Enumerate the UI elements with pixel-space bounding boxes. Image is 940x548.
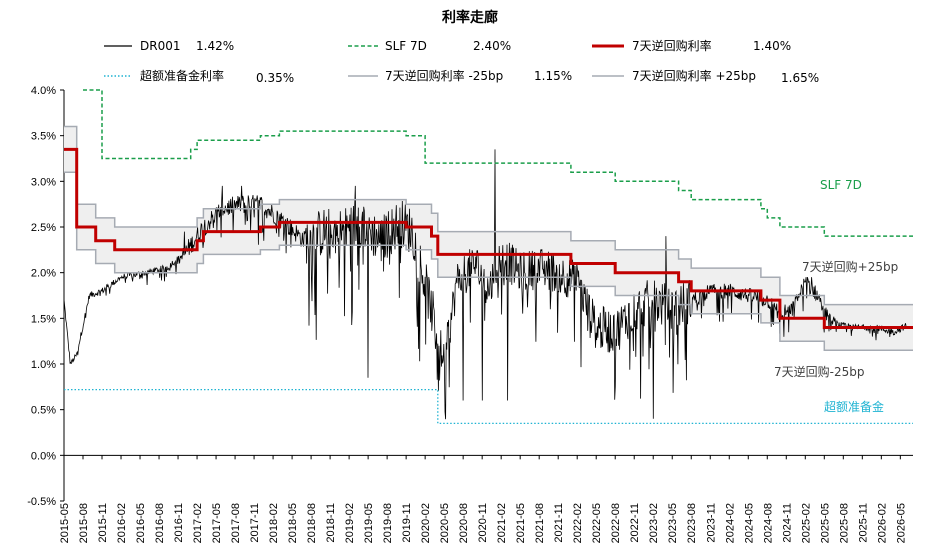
legend-value-slf: 2.40% — [473, 39, 511, 53]
series-excess-reserve — [64, 388, 913, 425]
annotation-minus25: 7天逆回购-25bp — [774, 364, 864, 379]
x-tick-label: 2020-11 — [477, 503, 489, 543]
x-tick-label: 2022-11 — [629, 503, 641, 543]
x-tick-label: 2020-02 — [420, 503, 432, 543]
series-reverse-repo — [64, 147, 913, 329]
x-tick-label: 2022-05 — [591, 503, 603, 543]
plot-area — [63, 89, 913, 425]
y-tick-label: 3.5% — [31, 131, 56, 143]
x-tick-label: 2026-05 — [895, 503, 907, 543]
x-tick-label: 2024-08 — [762, 503, 774, 543]
x-tick-label: 2017-11 — [249, 503, 261, 543]
legend-value-plus25: 1.65% — [781, 71, 819, 85]
x-tick-label: 2025-02 — [800, 503, 812, 543]
x-tick-label: 2020-08 — [458, 503, 470, 543]
x-tick-label: 2021-08 — [534, 503, 546, 543]
series-slf-7d — [83, 89, 913, 237]
x-tick-label: 2021-05 — [515, 503, 527, 543]
annotations: SLF 7D 7天逆回购+25bp 7天逆回购-25bp 超额准备金 — [774, 178, 898, 414]
x-tick-label: 2018-08 — [306, 503, 318, 543]
legend-item-slf: SLF 7D 2.40% — [348, 39, 511, 53]
legend-label-plus25: 7天逆回购利率 +25bp — [632, 68, 756, 83]
legend-item-plus25: 7天逆回购利率 +25bp 1.65% — [592, 68, 819, 85]
legend-item-excess-reserve: 超额准备金利率 0.35% — [104, 68, 294, 85]
x-tick-label: 2023-02 — [648, 503, 660, 543]
legend-label-dr001: DR001 — [140, 39, 180, 53]
x-tick-label: 2015-11 — [97, 503, 109, 543]
x-tick-label: 2017-08 — [230, 503, 242, 543]
y-tick-label: 0.0% — [31, 450, 56, 462]
legend-item-dr001: DR001 1.42% — [104, 39, 234, 53]
series-reverse-repo-plus25 — [64, 125, 913, 306]
x-tick-label: 2016-08 — [154, 503, 166, 543]
x-tick-label: 2019-05 — [363, 503, 375, 543]
x-tick-label: 2017-02 — [192, 503, 204, 543]
x-tick-label: 2023-11 — [705, 503, 717, 543]
x-tick-label: 2019-08 — [382, 503, 394, 543]
x-tick-label: 2025-08 — [838, 503, 850, 543]
x-tick-label: 2022-08 — [610, 503, 622, 543]
legend: DR001 1.42% SLF 7D 2.40% 7天逆回购利率 1.40% 超… — [104, 38, 819, 85]
x-tick-label: 2025-05 — [819, 503, 831, 543]
y-tick-label: -0.5% — [27, 496, 56, 508]
legend-value-minus25: 1.15% — [534, 69, 572, 83]
y-tick-label: 0.5% — [31, 405, 56, 417]
legend-label-excess-reserve: 超额准备金利率 — [140, 68, 224, 83]
y-tick-label: 2.0% — [31, 268, 56, 280]
y-tick-label: 2.5% — [31, 222, 56, 234]
x-tick-label: 2025-11 — [857, 503, 869, 543]
x-tick-label: 2023-08 — [686, 503, 698, 543]
x-tick-label: 2024-11 — [781, 503, 793, 543]
series-reverse-repo-minus25 — [64, 171, 913, 352]
legend-value-reverse-repo: 1.40% — [753, 39, 791, 53]
legend-label-slf: SLF 7D — [385, 39, 427, 53]
x-tick-label: 2019-11 — [401, 503, 413, 543]
x-tick-label: 2018-02 — [268, 503, 280, 543]
annotation-slf: SLF 7D — [820, 178, 862, 192]
x-tick-label: 2016-05 — [135, 503, 147, 543]
x-tick-label: 2023-05 — [667, 503, 679, 543]
y-axis: -0.5% 0.0% 0.5% 1.0% 1.5% 2.0% 2.5% 3.0% 3.5% 4.0… — [27, 85, 65, 508]
x-tick-label: 2016-11 — [173, 503, 185, 543]
x-tick-label: 2026-02 — [876, 503, 888, 543]
y-tick-label: 4.0% — [31, 85, 56, 97]
legend-value-dr001: 1.42% — [196, 39, 234, 53]
x-tick-label: 2021-02 — [496, 503, 508, 543]
x-tick-label: 2016-02 — [116, 503, 128, 543]
y-tick-label: 3.0% — [31, 176, 56, 188]
legend-value-excess-reserve: 0.35% — [256, 71, 294, 85]
legend-item-reverse-repo: 7天逆回购利率 1.40% — [592, 38, 791, 53]
x-tick-label: 2024-02 — [724, 503, 736, 543]
x-tick-label: 2021-11 — [553, 503, 565, 543]
x-tick-label: 2015-05 — [59, 503, 71, 543]
annotation-excess-reserve: 超额准备金 — [824, 399, 884, 414]
legend-label-minus25: 7天逆回购利率 -25bp — [385, 68, 503, 83]
x-tick-label: 2024-05 — [743, 503, 755, 543]
x-tick-label: 2018-11 — [325, 503, 337, 543]
y-tick-label: 1.5% — [31, 313, 56, 325]
x-tick-label: 2022-02 — [572, 503, 584, 543]
x-tick-label: 2020-05 — [439, 503, 451, 543]
legend-label-reverse-repo: 7天逆回购利率 — [632, 38, 712, 53]
chart-title: 利率走廊 — [442, 9, 498, 26]
x-tick-label: 2019-02 — [344, 503, 356, 543]
y-tick-label: 1.0% — [31, 359, 56, 371]
annotation-plus25: 7天逆回购+25bp — [802, 259, 898, 274]
x-tick-label: 2017-05 — [211, 503, 223, 543]
legend-item-minus25: 7天逆回购利率 -25bp 1.15% — [348, 68, 572, 83]
x-tick-label: 2015-08 — [78, 503, 90, 543]
x-tick-label: 2018-05 — [287, 503, 299, 543]
x-axis: 2015-05 2015-08 2015-11 2016-02 2016-05 2016-… — [59, 454, 913, 543]
